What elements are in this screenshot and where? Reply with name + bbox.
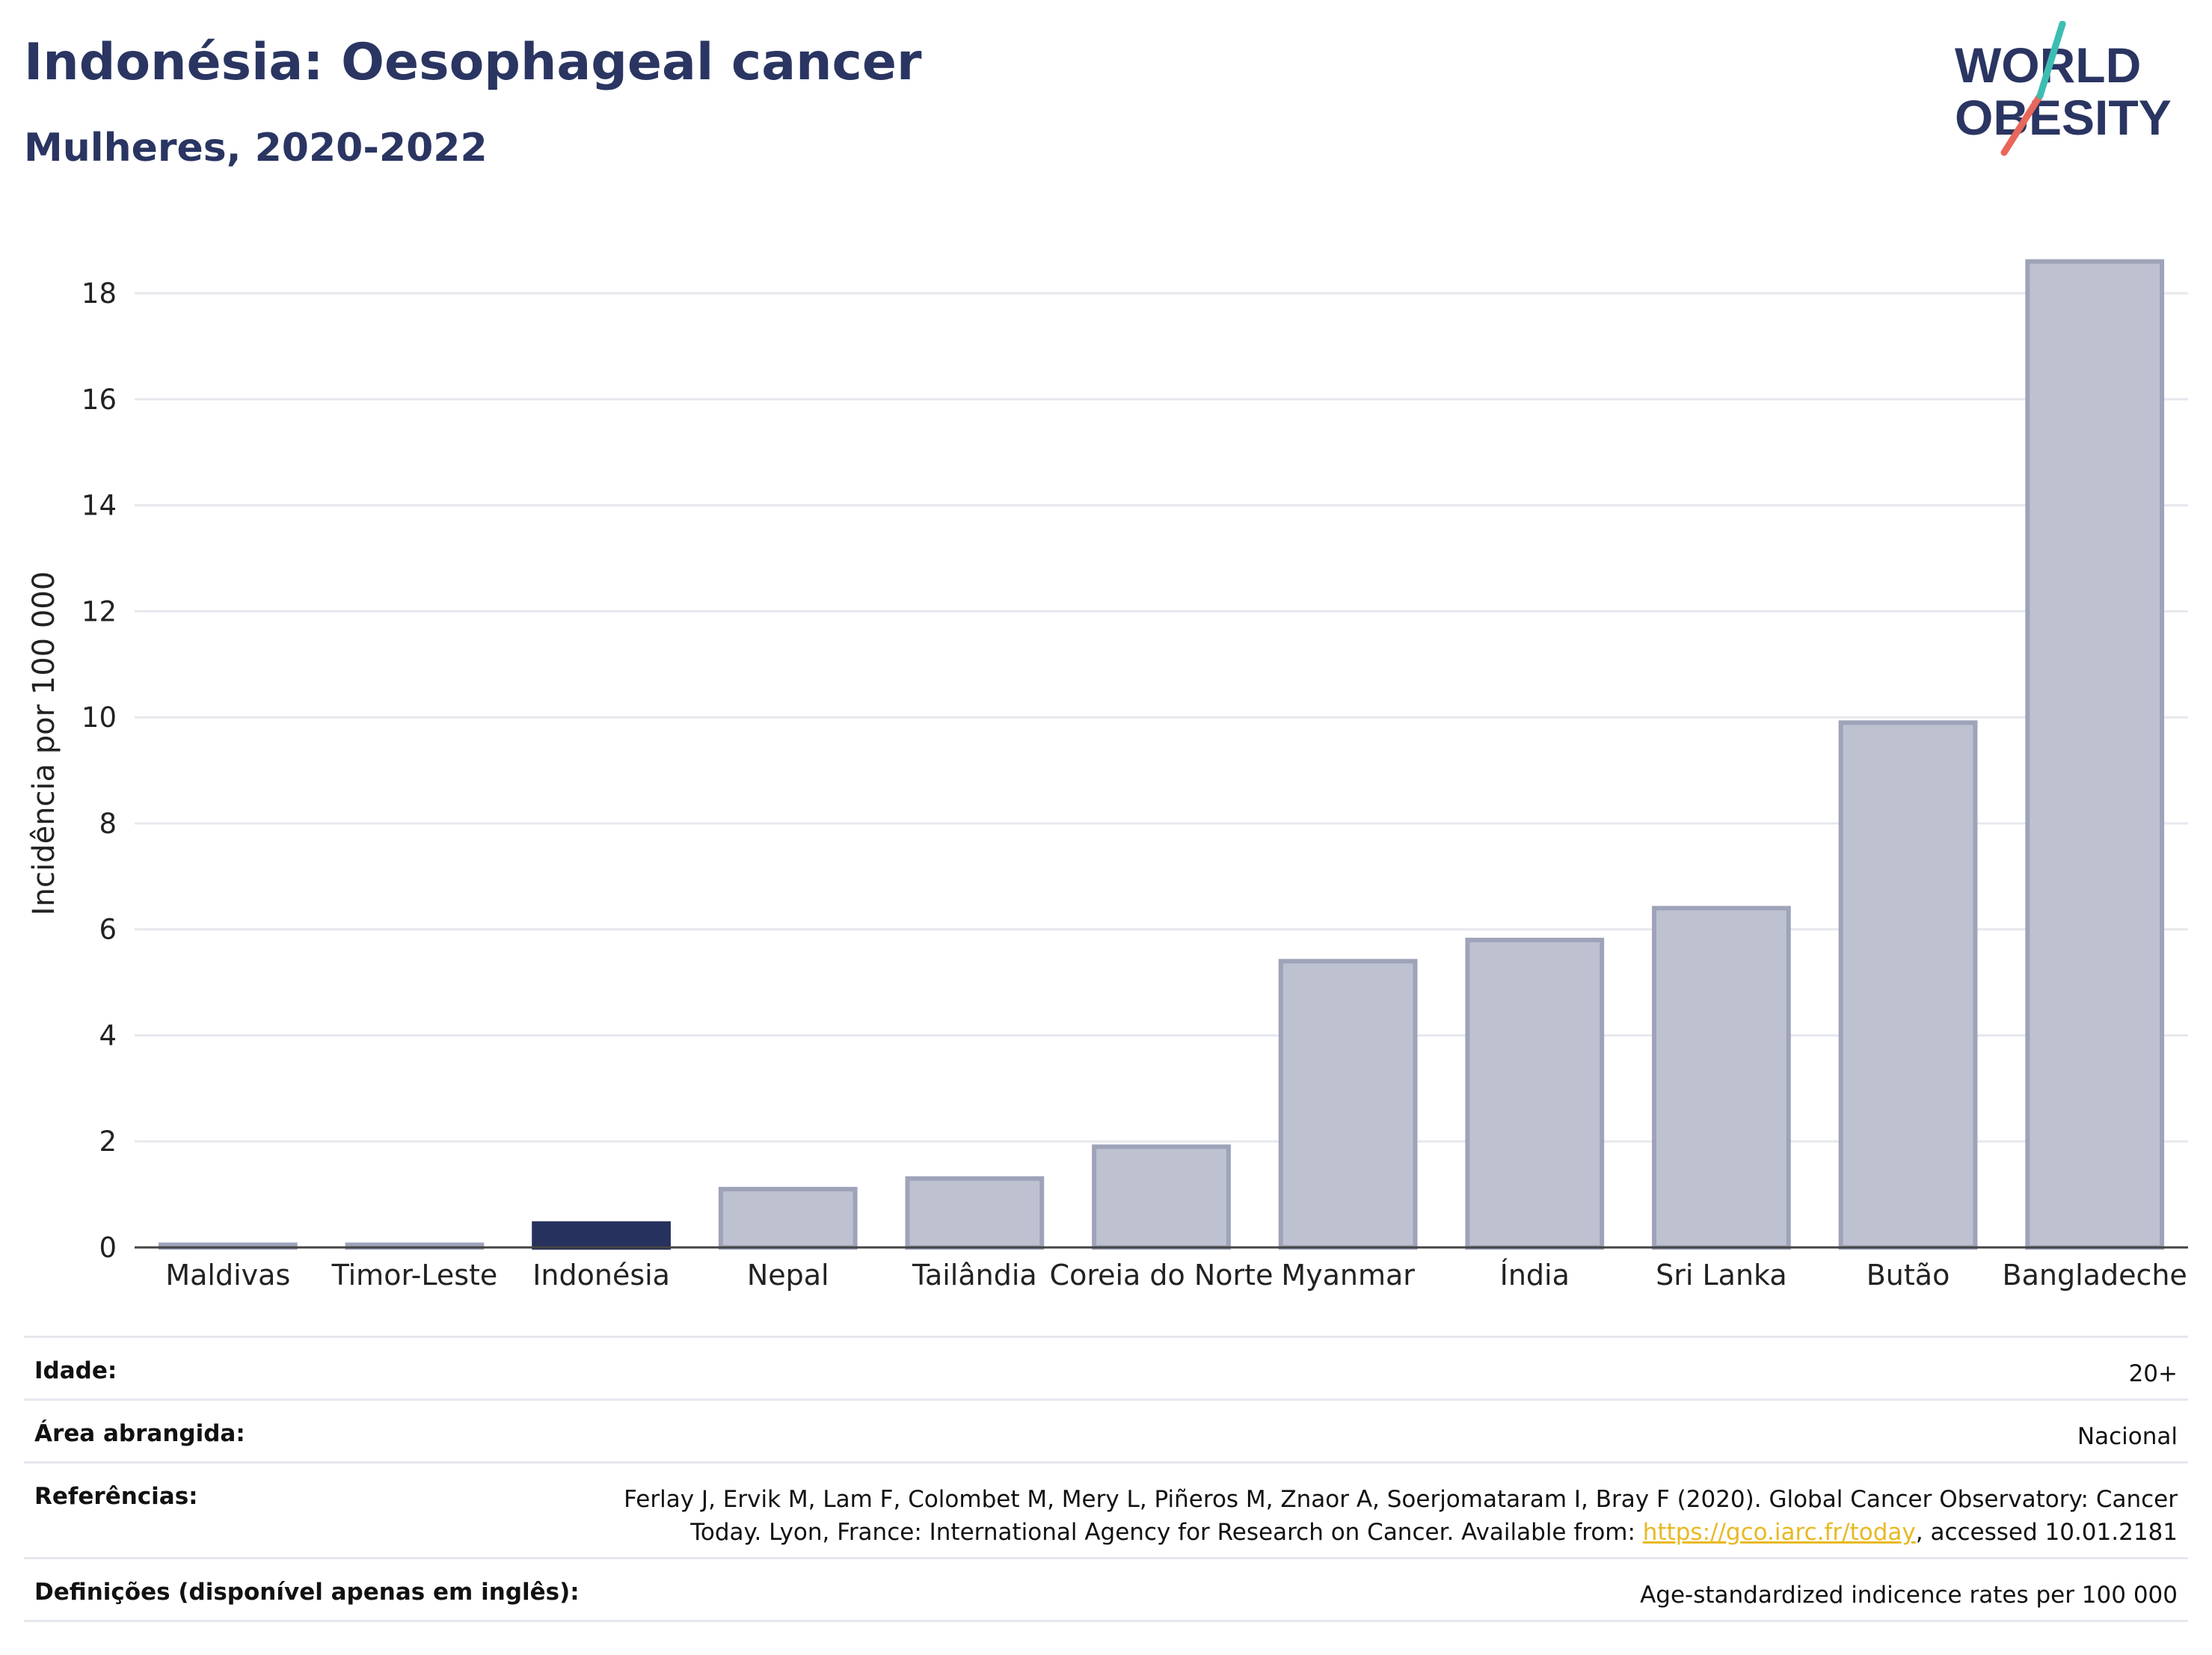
meta-age-label: Idade: — [34, 1357, 117, 1384]
x-tick-label: Nepal — [747, 1259, 829, 1292]
y-tick-label: 4 — [99, 1019, 117, 1051]
x-tick-label: Indonésia — [532, 1259, 670, 1292]
y-tick-label: 8 — [99, 808, 117, 840]
meta-row-references: Referências: Ferlay J, Ervik M, Lam F, C… — [24, 1461, 2188, 1557]
chart-title: Indonésia: Oesophageal cancer — [24, 33, 922, 92]
y-tick-label: 6 — [99, 914, 117, 946]
metadata-table: Idade: 20+ Área abrangida: Nacional Refe… — [24, 1336, 2188, 1622]
x-tick-label: Bangladeche — [2003, 1259, 2187, 1292]
bar-3 — [532, 1221, 671, 1250]
logo-slash-red — [2000, 92, 2044, 156]
y-tick-label: 10 — [82, 701, 117, 734]
y-tick-label: 2 — [99, 1126, 117, 1158]
world-obesity-logo: WORLD OBESITY — [1955, 21, 2172, 156]
bar-7 — [1278, 959, 1418, 1250]
x-tick-label: Timor-Leste — [331, 1259, 498, 1292]
meta-ref-text-2b: , accessed 10.01.2181 — [1915, 1519, 2178, 1546]
logo-slash-teal — [2036, 21, 2066, 99]
meta-ref-text-2a: Today. Lyon, France: International Agenc… — [690, 1519, 1643, 1546]
meta-ref-value: Ferlay J, Ervik M, Lam F, Colombet M, Me… — [624, 1483, 2178, 1549]
logo-line-2: OBESITY — [1955, 90, 2172, 145]
bar-5 — [905, 1176, 1045, 1250]
bar-6 — [1092, 1144, 1231, 1250]
bar-9 — [1652, 906, 1791, 1250]
meta-ref-label: Referências: — [34, 1483, 198, 1510]
meta-age-value: 20+ — [2128, 1360, 2178, 1387]
meta-row-definitions: Definições (disponível apenas em inglês)… — [24, 1557, 2188, 1620]
chart-subtitle: Mulheres, 2020-2022 — [24, 126, 488, 171]
y-axis-label: Incidência por 100 000 — [27, 571, 61, 915]
bar-10 — [1838, 720, 1978, 1250]
x-tick-label: Maldivas — [165, 1259, 290, 1292]
meta-def-value: Age-standardized indicence rates per 100… — [1640, 1582, 2178, 1609]
meta-ref-text-1: Ferlay J, Ervik M, Lam F, Colombet M, Me… — [624, 1486, 2178, 1513]
bar-11 — [2025, 259, 2165, 1250]
x-tick-label: Myanmar — [1281, 1259, 1415, 1292]
bar-8 — [1465, 937, 1605, 1250]
x-tick-label: Sri Lanka — [1656, 1259, 1787, 1292]
y-tick-label: 16 — [82, 384, 117, 416]
bar-4 — [718, 1187, 858, 1250]
meta-def-label: Definições (disponível apenas em inglês)… — [34, 1579, 580, 1606]
meta-row-area: Área abrangida: Nacional — [24, 1398, 2188, 1461]
y-tick-label: 18 — [82, 277, 117, 310]
x-tick-label: Índia — [1500, 1259, 1570, 1292]
meta-ref-link[interactable]: https://gco.iarc.fr/today — [1642, 1519, 1916, 1546]
x-tick-label: Coreia do Norte — [1050, 1259, 1274, 1292]
x-tick-label: Butão — [1867, 1259, 1950, 1292]
meta-table-end — [24, 1620, 2188, 1622]
y-tick-label: 14 — [82, 490, 117, 522]
bar-chart: 0 2 4 6 8 10 12 14 16 18 Incidência por 100 000 Mal… — [27, 259, 2188, 1292]
meta-area-label: Área abrangida: — [34, 1420, 245, 1447]
meta-area-value: Nacional — [2077, 1423, 2178, 1450]
y-tick-label: 0 — [99, 1232, 117, 1264]
x-tick-label: Tailândia — [912, 1259, 1037, 1292]
meta-row-age: Idade: 20+ — [24, 1336, 2188, 1398]
y-tick-label: 12 — [82, 595, 117, 627]
